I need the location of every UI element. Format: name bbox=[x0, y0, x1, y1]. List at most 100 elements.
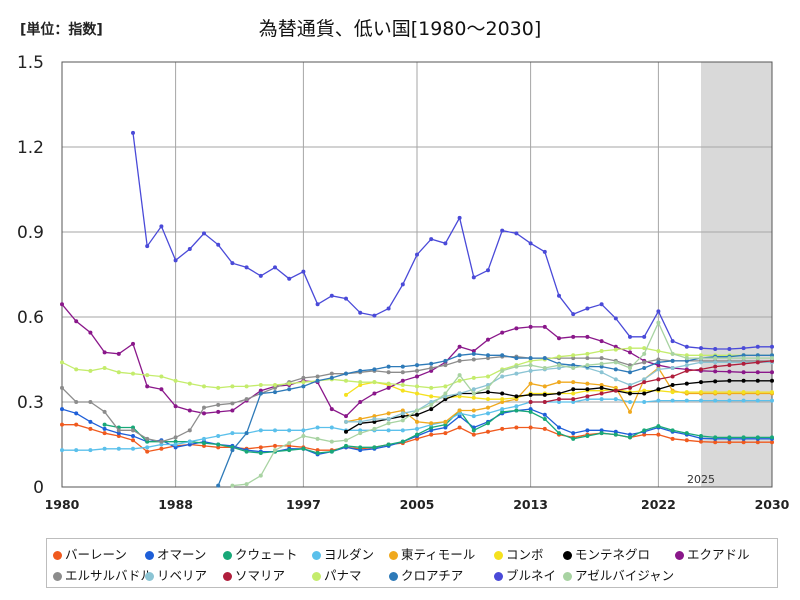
data-point bbox=[514, 425, 519, 430]
data-point bbox=[514, 326, 519, 331]
data-point bbox=[471, 395, 476, 400]
data-point bbox=[585, 306, 590, 311]
data-point bbox=[741, 353, 746, 358]
data-point bbox=[514, 404, 519, 409]
data-point bbox=[713, 364, 718, 369]
data-point bbox=[670, 428, 675, 433]
data-point bbox=[315, 448, 320, 453]
data-point bbox=[358, 445, 363, 450]
data-point bbox=[443, 363, 448, 368]
data-point bbox=[429, 394, 434, 399]
data-point bbox=[528, 324, 533, 329]
data-point bbox=[386, 381, 391, 386]
data-point bbox=[400, 378, 405, 383]
data-point bbox=[514, 394, 519, 399]
forecast-label: 2025 bbox=[687, 473, 715, 486]
data-point bbox=[400, 439, 405, 444]
data-point bbox=[258, 388, 263, 393]
data-point bbox=[656, 387, 661, 392]
data-point bbox=[145, 436, 150, 441]
data-point bbox=[429, 385, 434, 390]
legend-item: バーレーン bbox=[53, 544, 127, 563]
data-point bbox=[613, 344, 618, 349]
data-point bbox=[713, 435, 718, 440]
data-point bbox=[273, 385, 277, 390]
data-point bbox=[329, 375, 334, 380]
data-point bbox=[415, 368, 419, 373]
data-point bbox=[670, 374, 675, 379]
data-point bbox=[457, 408, 462, 413]
data-point bbox=[471, 428, 476, 433]
data-point bbox=[684, 358, 689, 363]
data-point bbox=[372, 445, 377, 450]
data-point bbox=[301, 375, 306, 380]
data-point bbox=[187, 408, 192, 413]
data-point bbox=[770, 353, 774, 358]
data-point bbox=[102, 409, 107, 414]
data-point bbox=[656, 398, 661, 403]
legend-item: モンテネグロ bbox=[563, 544, 650, 563]
data-point bbox=[202, 436, 206, 441]
data-point bbox=[102, 350, 107, 355]
data-point bbox=[386, 442, 391, 447]
legend-marker bbox=[563, 572, 572, 581]
data-point bbox=[656, 320, 661, 325]
data-point bbox=[713, 390, 718, 395]
legend-marker bbox=[53, 572, 62, 581]
data-point bbox=[599, 339, 604, 344]
data-point bbox=[60, 407, 64, 412]
data-point bbox=[216, 442, 221, 447]
data-point bbox=[628, 409, 632, 414]
data-point bbox=[557, 366, 561, 370]
data-point bbox=[628, 391, 632, 396]
data-point bbox=[599, 383, 604, 387]
data-point bbox=[400, 282, 405, 287]
data-point bbox=[585, 397, 590, 402]
data-point bbox=[443, 394, 448, 399]
data-point bbox=[642, 391, 647, 396]
data-point bbox=[599, 397, 604, 402]
data-point bbox=[699, 398, 703, 403]
data-point bbox=[315, 374, 320, 379]
data-point bbox=[755, 360, 760, 365]
data-point bbox=[699, 367, 703, 372]
data-point bbox=[443, 384, 448, 389]
data-point bbox=[500, 391, 505, 396]
data-point bbox=[528, 368, 533, 373]
data-point bbox=[273, 383, 277, 387]
data-point bbox=[88, 368, 93, 373]
data-point bbox=[486, 353, 490, 358]
data-point bbox=[287, 428, 292, 433]
data-point bbox=[400, 408, 405, 413]
data-point bbox=[684, 438, 689, 443]
data-point bbox=[528, 400, 533, 404]
data-point bbox=[159, 387, 164, 392]
data-point bbox=[471, 432, 476, 437]
data-point bbox=[457, 411, 462, 416]
data-point bbox=[557, 354, 561, 359]
legend-label: エクアドル bbox=[687, 547, 750, 562]
data-point bbox=[415, 412, 419, 417]
data-point bbox=[684, 381, 689, 386]
data-point bbox=[727, 363, 732, 368]
data-point bbox=[457, 425, 462, 430]
data-point bbox=[500, 426, 505, 431]
data-point bbox=[585, 381, 590, 386]
data-point bbox=[74, 411, 79, 416]
data-point bbox=[102, 422, 107, 427]
legend-item: パナマ bbox=[312, 565, 362, 584]
data-point bbox=[585, 434, 590, 438]
data-point bbox=[599, 391, 604, 396]
unit-label: [単位：指数] bbox=[20, 22, 103, 38]
data-point bbox=[244, 397, 249, 402]
data-point bbox=[415, 432, 419, 437]
data-point bbox=[457, 344, 462, 349]
data-point bbox=[684, 363, 689, 368]
data-point bbox=[429, 407, 434, 412]
data-point bbox=[557, 397, 561, 402]
data-point bbox=[273, 443, 277, 448]
data-point bbox=[613, 347, 618, 352]
data-point bbox=[443, 391, 448, 396]
x-tick-label: 2013 bbox=[513, 497, 548, 512]
